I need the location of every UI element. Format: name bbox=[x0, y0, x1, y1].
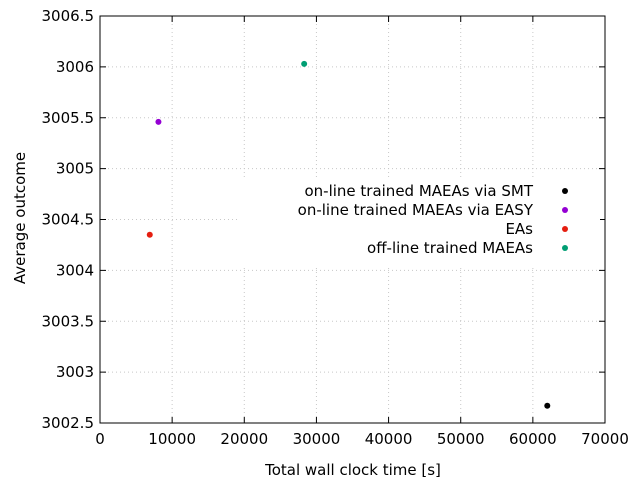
legend-marker bbox=[562, 226, 568, 232]
legend-label: EAs bbox=[505, 220, 533, 238]
legend-marker bbox=[562, 245, 568, 251]
x-tick-label: 60000 bbox=[509, 430, 557, 448]
x-tick-label: 40000 bbox=[365, 430, 413, 448]
y-tick-label: 3006 bbox=[56, 58, 94, 76]
x-tick-label: 30000 bbox=[293, 430, 341, 448]
y-tick-label: 3003.5 bbox=[42, 312, 95, 330]
data-point bbox=[146, 231, 153, 238]
x-axis-label: Total wall clock time [s] bbox=[264, 461, 441, 479]
y-tick-label: 3006.5 bbox=[42, 7, 95, 25]
data-points bbox=[146, 60, 551, 409]
y-tick-label: 3004 bbox=[56, 261, 94, 279]
data-point bbox=[544, 402, 551, 409]
legend-label: on-line trained MAEAs via EASY bbox=[298, 201, 534, 219]
legend-label: off-line trained MAEAs bbox=[367, 239, 533, 257]
plot-frame bbox=[99, 15, 606, 424]
y-tick-label: 3004.5 bbox=[42, 211, 95, 229]
y-tick-label: 3003 bbox=[56, 363, 94, 381]
y-tick-label: 3005.5 bbox=[42, 109, 95, 127]
legend-marker bbox=[562, 188, 568, 194]
x-tick-label: 0 bbox=[95, 430, 105, 448]
legend-label: on-line trained MAEAs via SMT bbox=[304, 182, 533, 200]
x-tick-label: 20000 bbox=[220, 430, 268, 448]
tick-labels: 0 10000 20000 30000 40000 50000 60000 70000 3002… bbox=[42, 7, 629, 448]
x-tick-label: 10000 bbox=[148, 430, 196, 448]
data-point bbox=[155, 118, 162, 125]
y-axis-label: Average outcome bbox=[11, 152, 29, 284]
x-tick-label: 70000 bbox=[581, 430, 629, 448]
legend-marker bbox=[562, 207, 568, 213]
grid bbox=[100, 16, 605, 423]
x-tick-label: 50000 bbox=[437, 430, 485, 448]
y-tick-label: 3002.5 bbox=[42, 414, 95, 432]
legend-background bbox=[240, 178, 600, 266]
y-tick-label: 3005 bbox=[56, 160, 94, 178]
data-point bbox=[301, 60, 308, 67]
